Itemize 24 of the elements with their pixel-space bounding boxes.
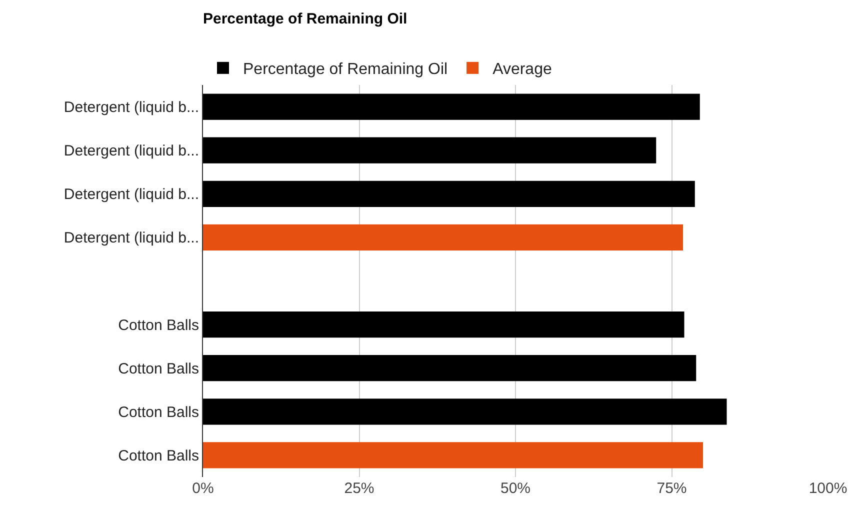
y-tick-label: Cotton Balls: [118, 360, 199, 378]
bar: [203, 137, 656, 164]
y-tick-label: Detergent (liquid b...: [64, 186, 199, 204]
y-tick-label: Detergent (liquid b...: [64, 230, 199, 247]
y-tick-label: Detergent (liquid b...: [64, 142, 199, 160]
bar: [203, 311, 684, 338]
x-tick-label: 50%: [500, 480, 531, 497]
y-tick-label: Cotton Balls: [118, 447, 199, 464]
bar: [203, 398, 727, 425]
legend-label: Percentage of Remaining Oil: [243, 61, 448, 78]
y-tick-label: Detergent (liquid b...: [64, 99, 199, 116]
chart-title: Percentage of Remaining Oil: [203, 10, 408, 28]
legend-label: Average: [492, 61, 552, 78]
bar: [203, 355, 696, 382]
bar: [203, 180, 695, 207]
x-tick-label: 100%: [808, 480, 848, 497]
y-tick-label: Cotton Balls: [118, 404, 199, 421]
y-tick-label: Cotton Balls: [118, 316, 199, 334]
bar: [203, 224, 683, 251]
x-tick-label: 0%: [192, 480, 214, 497]
x-tick-label: 25%: [344, 480, 374, 497]
bar: [203, 442, 703, 468]
x-tick-label: 75%: [656, 480, 687, 497]
bar: [203, 94, 700, 120]
